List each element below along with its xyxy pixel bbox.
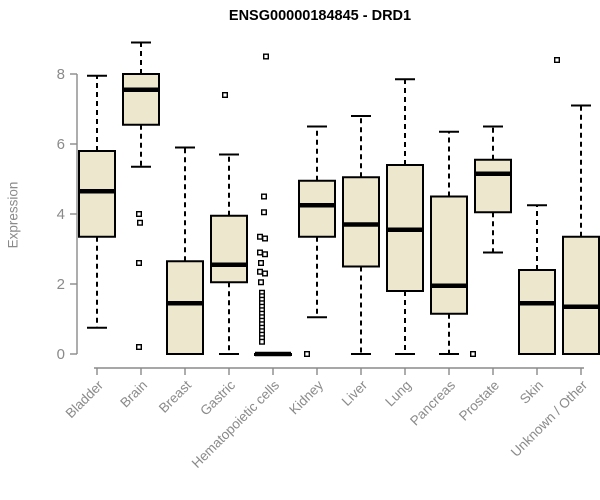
y-tick-label: 6	[57, 136, 65, 153]
outlier-point	[135, 344, 142, 351]
x-tick-label: Lung	[382, 378, 414, 410]
x-tick-label: Unknown / Other	[508, 377, 591, 460]
box-body	[298, 179, 336, 238]
outlier-point	[258, 260, 265, 267]
chart-title: ENSG00000184845 - DRD1	[228, 8, 412, 24]
outlier-point	[221, 91, 228, 98]
outlier-point	[257, 268, 264, 275]
outlier-point	[259, 338, 266, 345]
outlier-point	[262, 251, 269, 258]
outlier-point	[304, 351, 311, 358]
x-tick-label: Kidney	[286, 377, 326, 417]
outlier-point	[135, 260, 142, 267]
outlier-point	[257, 233, 264, 240]
outlier-point	[136, 219, 143, 226]
box-body	[430, 195, 468, 315]
x-tick-label: Skin	[517, 378, 546, 407]
x-tick-label: Gastric	[197, 377, 238, 418]
outlier-point	[470, 351, 477, 358]
x-tick-label: Hematopoietic cells	[189, 377, 283, 471]
box-hematopoietic-cells	[254, 53, 292, 357]
outlier-point	[135, 210, 142, 217]
box-unknown-other	[554, 57, 600, 355]
box-skin	[518, 204, 556, 355]
outlier-point	[261, 209, 268, 216]
x-tick-label: Liver	[339, 377, 371, 409]
box-body	[474, 158, 512, 214]
y-tick-label: 8	[57, 66, 65, 83]
box-body	[122, 73, 160, 126]
outlier-point	[257, 249, 264, 256]
box-gastric	[210, 91, 248, 355]
box-body	[562, 235, 600, 355]
y-tick-label: 0	[57, 346, 65, 363]
box-body	[78, 150, 116, 238]
box-body	[342, 176, 380, 268]
outlier-point	[262, 270, 269, 277]
x-tick-label: Pancreas	[407, 377, 458, 428]
box-lung	[386, 78, 424, 355]
outlier-point	[261, 193, 268, 200]
y-tick-label: 4	[57, 206, 65, 223]
outlier-point	[258, 279, 265, 286]
box-breast	[166, 146, 204, 355]
box-prostate	[470, 125, 512, 358]
box-brain	[122, 41, 160, 351]
x-tick-label: Bladder	[63, 377, 107, 421]
outlier-point	[263, 53, 270, 60]
outlier-point	[262, 235, 269, 242]
box-bladder	[78, 74, 116, 329]
x-tick-label: Breast	[156, 377, 194, 415]
outlier-point	[554, 57, 561, 64]
box-body	[518, 269, 556, 355]
box-body	[210, 214, 248, 284]
x-tick-label: Prostate	[456, 378, 502, 424]
box-liver	[342, 115, 380, 355]
box-body	[166, 260, 204, 355]
box-pancreas	[430, 130, 468, 355]
x-tick-label: Brain	[117, 378, 150, 411]
box-kidney	[298, 125, 336, 358]
y-tick-label: 2	[57, 276, 65, 293]
